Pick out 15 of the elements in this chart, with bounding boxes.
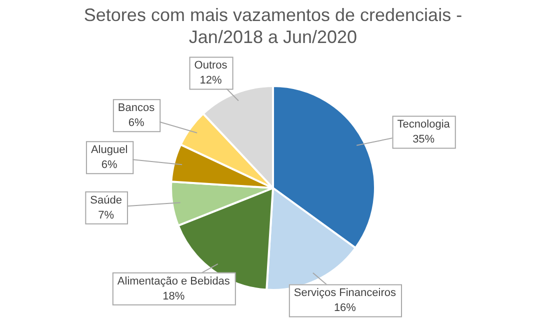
- data-label: 18%: [162, 290, 185, 302]
- slice-label: Saúde: [90, 194, 122, 206]
- data-label: 12%: [200, 74, 222, 87]
- data-label: 7%: [98, 209, 114, 222]
- chart-title: Setores com mais vazamentos de credenciais - Jan/2018 a Jun/2020: [83, 4, 463, 47]
- slice-label: Alimentação e Bebidas: [117, 275, 230, 288]
- slice-label: Aluguel: [90, 144, 128, 156]
- slice-label: Bancos: [118, 102, 156, 114]
- slice-label: Serviços Financeiros: [294, 287, 397, 300]
- slice-label: Tecnologia: [397, 118, 451, 131]
- data-label: 35%: [412, 134, 435, 146]
- data-label: 6%: [101, 159, 118, 172]
- slice-label: Outros: [194, 60, 228, 72]
- data-label: 16%: [334, 302, 356, 314]
- data-label: 6%: [128, 117, 144, 130]
